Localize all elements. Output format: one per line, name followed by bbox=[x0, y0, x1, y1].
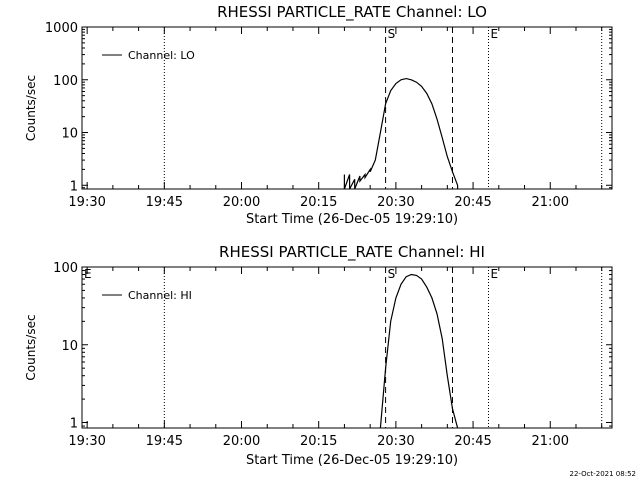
series-line bbox=[343, 77, 459, 190]
y-tick-label: 10 bbox=[61, 339, 78, 354]
x-tick-label: 20:30 bbox=[377, 434, 414, 449]
chart-title: RHESSI PARTICLE_RATE Channel: HI bbox=[219, 243, 485, 262]
legend-label: Channel: LO bbox=[128, 49, 195, 62]
legend-label: Channel: HI bbox=[128, 289, 192, 302]
y-tick-label: 10 bbox=[61, 127, 78, 142]
y-axis-label: Counts/sec bbox=[24, 314, 38, 380]
series-line bbox=[379, 273, 459, 429]
x-tick-label: 20:30 bbox=[377, 195, 414, 210]
x-tick-label: 20:45 bbox=[454, 434, 491, 449]
y-tick-label: 1000 bbox=[45, 21, 78, 36]
x-tick-label: 20:15 bbox=[300, 195, 337, 210]
chart-title: RHESSI PARTICLE_RATE Channel: LO bbox=[217, 3, 487, 22]
marker-label: E bbox=[491, 27, 499, 41]
marker-label: S bbox=[388, 267, 396, 281]
x-tick-label: 19:30 bbox=[68, 195, 105, 210]
chart-panel-1: RHESSI PARTICLE_RATE Channel: LO Counts/s… bbox=[24, 3, 613, 227]
x-tick-label: 20:00 bbox=[223, 195, 260, 210]
plot-frame bbox=[81, 266, 613, 429]
marker-label: E bbox=[84, 267, 92, 281]
y-tick-label: 1 bbox=[70, 179, 78, 194]
x-axis-label: Start Time (26-Dec-05 19:29:10) bbox=[246, 212, 458, 227]
x-axis-label: Start Time (26-Dec-05 19:29:10) bbox=[246, 453, 458, 468]
y-tick-label: 1 bbox=[70, 417, 78, 432]
x-tick-label: 19:30 bbox=[68, 434, 105, 449]
x-tick-label: 19:45 bbox=[146, 195, 183, 210]
marker-label: S bbox=[388, 27, 396, 41]
y-tick-label: 100 bbox=[53, 261, 78, 276]
x-tick-label: 19:45 bbox=[146, 434, 183, 449]
x-tick-label: 20:15 bbox=[300, 434, 337, 449]
plot-frame bbox=[81, 26, 613, 190]
marker-label: E bbox=[491, 267, 499, 281]
x-tick-label: 20:45 bbox=[454, 195, 491, 210]
x-tick-label: 20:00 bbox=[223, 434, 260, 449]
chart-panel-2: RHESSI PARTICLE_RATE Channel: HI Counts/s… bbox=[24, 243, 613, 468]
x-tick-label: 21:00 bbox=[532, 434, 569, 449]
footer-timestamp: 22-Oct-2021 08:52 bbox=[569, 470, 636, 478]
x-tick-label: 21:00 bbox=[532, 195, 569, 210]
y-axis-label: Counts/sec bbox=[24, 75, 38, 141]
y-tick-label: 100 bbox=[53, 74, 78, 89]
